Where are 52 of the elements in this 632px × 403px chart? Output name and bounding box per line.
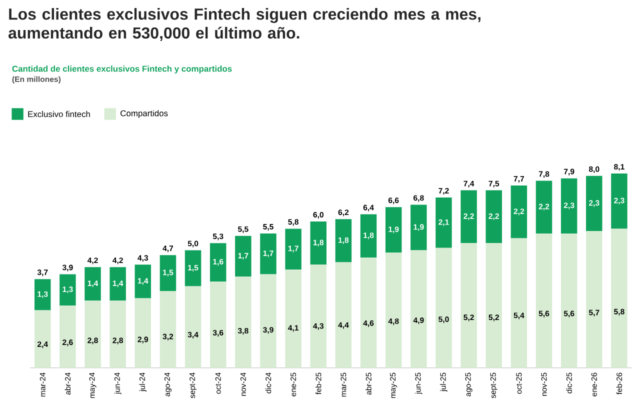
bar [134, 298, 152, 368]
bar [34, 310, 51, 368]
bar [560, 178, 578, 234]
bar [260, 274, 276, 368]
bar [436, 198, 452, 248]
bar [460, 190, 477, 244]
bar [586, 231, 602, 368]
bar [360, 214, 377, 258]
bar [360, 258, 377, 368]
bar [60, 274, 76, 306]
bar [210, 243, 226, 282]
chart-subtitle: Cantidad de clientes exclusivos Fintech y compartidos [12, 66, 232, 74]
bar [235, 236, 252, 277]
bar [586, 176, 602, 232]
bar [235, 276, 252, 368]
bar [134, 264, 152, 298]
bar [184, 250, 202, 286]
bar [560, 234, 578, 368]
bar [210, 282, 226, 368]
bar [410, 204, 427, 250]
bar [335, 262, 352, 368]
bar [510, 186, 528, 238]
legend-label: Exclusivo fintech [28, 111, 90, 118]
bar [110, 267, 126, 301]
bar [486, 243, 502, 368]
bar [436, 248, 452, 368]
bar [160, 291, 176, 368]
bar [285, 270, 302, 368]
bar [536, 180, 552, 234]
bar [84, 300, 101, 368]
bar [611, 228, 628, 368]
bar [410, 250, 427, 368]
legend-label: Compartidos [120, 110, 168, 118]
bar [460, 243, 477, 368]
bar [34, 279, 51, 310]
bar [310, 222, 326, 265]
bar [536, 234, 552, 368]
bar [611, 174, 628, 229]
bar [510, 238, 528, 368]
bar [385, 252, 402, 368]
bar [486, 190, 502, 244]
bar [110, 300, 126, 368]
bar [335, 219, 352, 262]
bar [60, 306, 76, 368]
chart-title: Los clientes exclusivos Fintech siguen creciendo mes a mes, aumentando en 530,000 el último año. [8, 8, 480, 42]
bar [310, 264, 326, 368]
bar [285, 228, 302, 270]
bar [385, 207, 402, 253]
bar [260, 234, 276, 274]
bar [184, 286, 202, 368]
bar [84, 267, 101, 301]
bar [160, 255, 176, 292]
